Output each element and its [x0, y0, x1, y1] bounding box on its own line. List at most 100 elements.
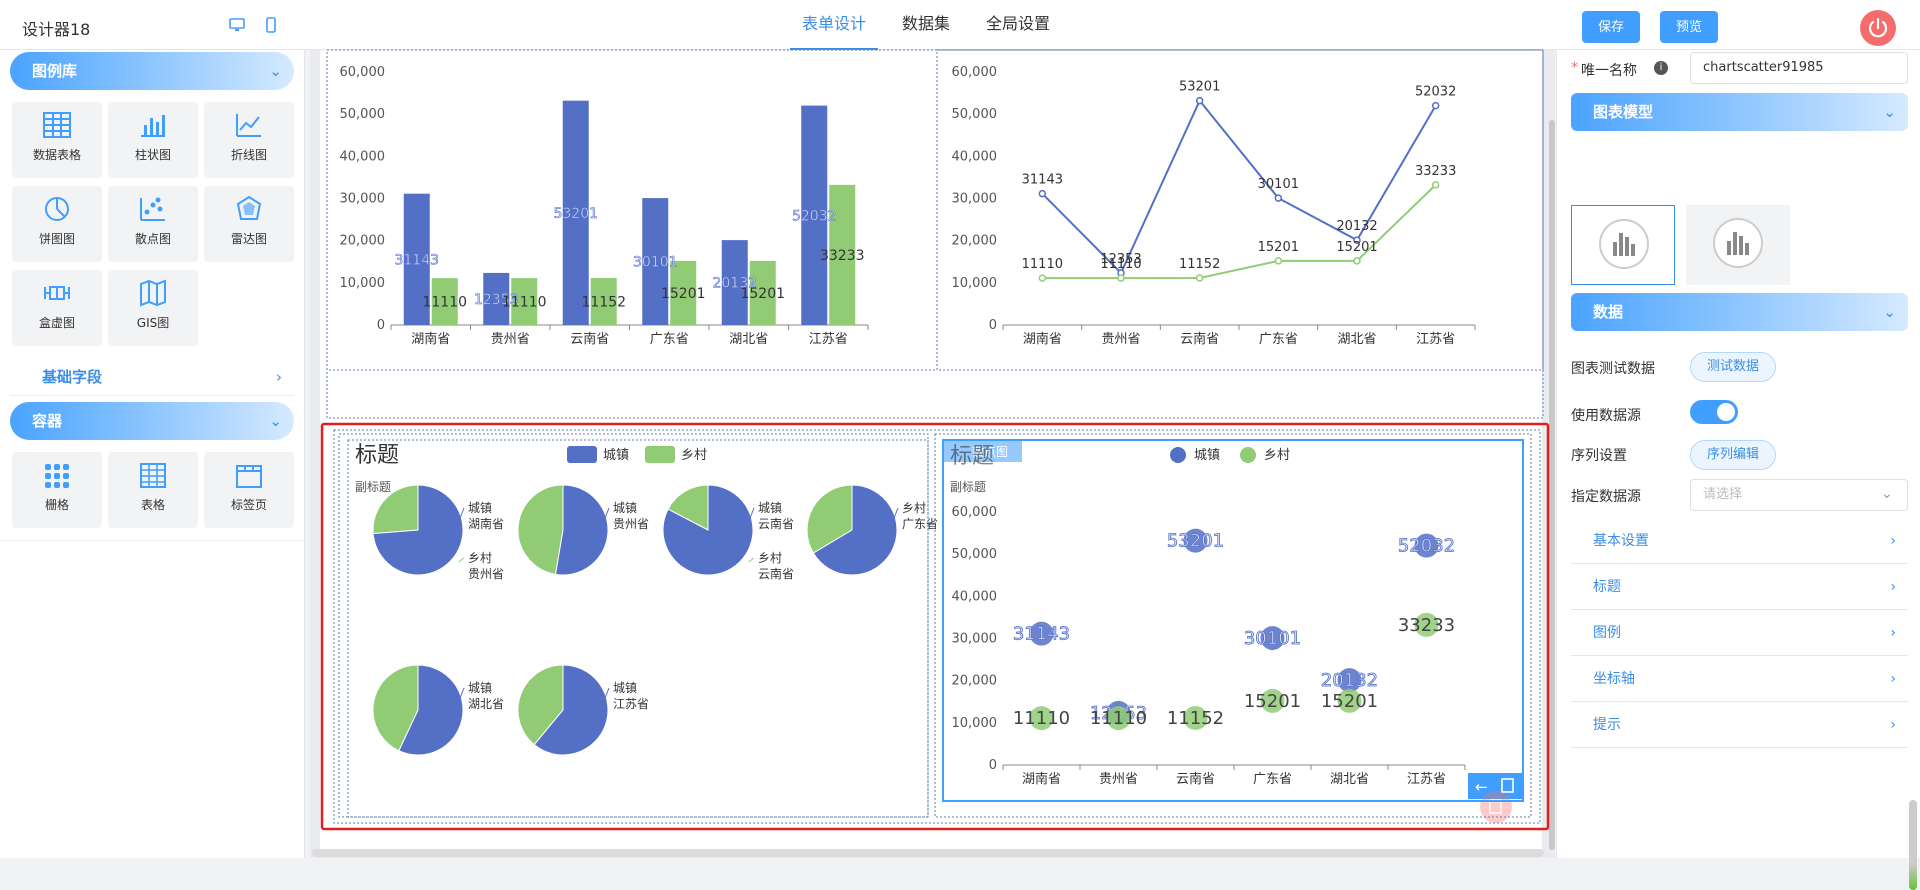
app-title: 设计器18 — [22, 20, 91, 39]
chevron-down-icon: ⌄ — [1883, 303, 1896, 321]
chevron-right-icon: › — [1890, 625, 1896, 641]
chart-model-option[interactable] — [1571, 205, 1675, 285]
desktop-icon[interactable] — [229, 17, 245, 33]
section-label: 提示 — [1593, 717, 1621, 733]
chart-library-header[interactable]: 图例库 ⌄ — [10, 52, 294, 90]
chevron-down-icon: ⌄ — [269, 62, 282, 80]
widget-label: 表格 — [140, 498, 165, 512]
test-data-button[interactable]: 测试数据 — [1690, 352, 1777, 382]
widget-radar-chart[interactable]: 雷达图 — [204, 186, 294, 262]
section-title[interactable]: 标题 › — [1571, 564, 1908, 610]
canvas-page — [320, 50, 1542, 850]
main-tabs: 表单设计 数据集 全局设置 — [790, 0, 1074, 50]
use-datasource-toggle[interactable] — [1690, 400, 1738, 424]
grid-icon — [45, 464, 69, 488]
bar-chart-icon — [141, 115, 165, 137]
table-grid-icon — [43, 112, 71, 138]
containers-header[interactable]: 容器 ⌄ — [10, 402, 294, 440]
data-header[interactable]: 数据 ⌄ — [1571, 293, 1908, 331]
widget-label: 柱状图 — [134, 148, 171, 162]
canvas-horizontal-scrollbar[interactable] — [312, 849, 1544, 857]
chevron-down-icon: ⌄ — [1883, 103, 1896, 121]
widget-label: 折线图 — [230, 148, 267, 162]
series-edit-button[interactable]: 序列编辑 — [1690, 440, 1777, 470]
widget-data-table[interactable]: 数据表格 — [12, 102, 102, 178]
chart-model-icon — [1599, 219, 1649, 269]
chart-model-title: 图表模型 — [1593, 103, 1654, 121]
chevron-right-icon: › — [276, 368, 282, 386]
tab-global-settings[interactable]: 全局设置 — [986, 14, 1051, 33]
required-asterisk: * — [1571, 60, 1578, 76]
pie-chart-icon — [45, 197, 69, 221]
section-label: 图例 — [1593, 625, 1621, 641]
chevron-right-icon: › — [1890, 717, 1896, 733]
widget-label: 雷达图 — [230, 232, 267, 246]
basic-fields-title: 基础字段 — [42, 368, 103, 386]
widget-tabs-layout[interactable]: 标签页 — [204, 452, 294, 528]
section-label: 标题 — [1593, 579, 1621, 595]
test-data-label: 图表测试数据 — [1571, 361, 1655, 377]
widget-boxplot[interactable]: 盒虚图 — [12, 270, 102, 346]
section-basic-settings[interactable]: 基本设置 › — [1571, 518, 1908, 564]
widget-bar-chart[interactable]: 柱状图 — [108, 102, 198, 178]
use-datasource-label: 使用数据源 — [1571, 408, 1641, 424]
canvas-vertical-scrollbar[interactable] — [1549, 120, 1555, 850]
unique-name-input[interactable]: chartscatter91985 — [1690, 52, 1908, 84]
widget-gis-map[interactable]: GIS图 — [108, 270, 198, 346]
widget-label: 数据表格 — [32, 148, 81, 162]
info-icon: i — [1654, 61, 1668, 75]
widget-pie-chart[interactable]: 饼图图 — [12, 186, 102, 262]
widget-table-layout[interactable]: 表格 — [108, 452, 198, 528]
widget-label: 饼图图 — [38, 232, 75, 246]
chevron-right-icon: › — [1890, 671, 1896, 687]
widget-label: 栅格 — [44, 498, 69, 512]
basic-fields-header[interactable]: 基础字段 › — [10, 358, 294, 396]
datasource-label: 指定数据源 — [1571, 489, 1641, 505]
power-icon — [1868, 17, 1888, 38]
section-tooltip[interactable]: 提示 › — [1571, 702, 1908, 748]
containers-title: 容器 — [32, 412, 63, 430]
tab-form-design[interactable]: 表单设计 — [790, 0, 879, 50]
top-bar: 设计器18 表单设计 数据集 全局设置 保存 预览 — [0, 0, 1920, 50]
widget-label: 盒虚图 — [38, 316, 75, 330]
panel-scrollbar[interactable] — [1909, 800, 1917, 890]
chart-widget-grid: 数据表格 柱状图 折线图 饼图图 — [0, 90, 304, 358]
chart-model-header[interactable]: 图表模型 ⌄ — [1571, 93, 1908, 131]
preview-button[interactable]: 预览 — [1660, 11, 1719, 43]
datasource-select[interactable]: 请选择 — [1690, 479, 1908, 511]
property-panel: * 唯一名称 i chartscatter91985 图表模型 ⌄ 数据 ⌄ 图… — [1556, 50, 1920, 890]
chevron-right-icon: › — [1890, 579, 1896, 595]
chevron-right-icon: › — [1890, 533, 1896, 549]
chevron-down-icon: ⌄ — [269, 412, 282, 430]
section-axis[interactable]: 坐标轴 › — [1571, 656, 1908, 702]
widget-grid-layout[interactable]: 栅格 — [12, 452, 102, 528]
radar-chart-icon — [236, 195, 262, 220]
save-button[interactable]: 保存 — [1582, 11, 1641, 43]
power-button[interactable] — [1860, 10, 1896, 46]
tabs-icon — [236, 465, 262, 488]
widget-scatter-chart[interactable]: 散点图 — [108, 186, 198, 262]
chart-library-title: 图例库 — [32, 62, 78, 80]
chart-model-option[interactable] — [1686, 205, 1790, 285]
chevron-down-icon: ⌄ — [1881, 486, 1893, 502]
widget-label: 标签页 — [230, 498, 267, 512]
map-icon — [140, 279, 166, 307]
widget-label: 散点图 — [134, 232, 171, 246]
chart-model-icon — [1713, 218, 1763, 268]
series-settings-label: 序列设置 — [1571, 448, 1627, 464]
data-title: 数据 — [1593, 303, 1624, 321]
section-legend[interactable]: 图例 › — [1571, 610, 1908, 656]
boxplot-icon — [44, 286, 70, 300]
mobile-icon[interactable] — [263, 17, 279, 33]
scatter-chart-icon — [140, 197, 165, 221]
section-label: 坐标轴 — [1593, 671, 1635, 687]
line-chart-icon — [236, 114, 261, 137]
table-icon — [140, 463, 166, 488]
design-canvas — [310, 50, 1555, 858]
container-widget-grid: 栅格 表格 标签页 — [0, 440, 304, 540]
widget-label: GIS图 — [136, 316, 170, 330]
section-label: 基本设置 — [1593, 533, 1649, 549]
widget-line-chart[interactable]: 折线图 — [204, 102, 294, 178]
tab-dataset[interactable]: 数据集 — [902, 14, 951, 33]
unique-name-label: 唯一名称 — [1581, 63, 1637, 79]
